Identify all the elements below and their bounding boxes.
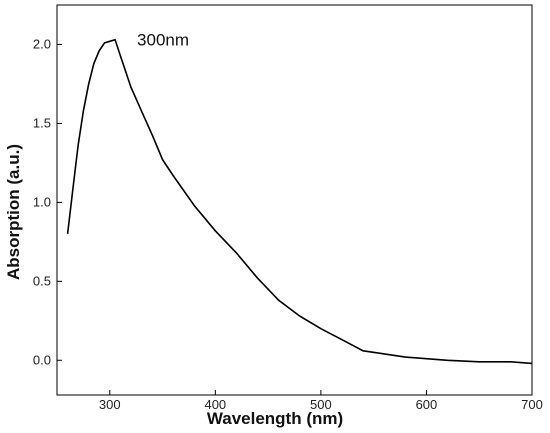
y-axis-ticks: 0.0 0.5 1.0 1.5 2.0 xyxy=(33,36,62,367)
x-tick-label: 700 xyxy=(521,397,543,412)
x-axis-title: Wavelength (nm) xyxy=(207,409,343,428)
plot-frame xyxy=(56,4,533,396)
x-tick-label: 400 xyxy=(204,397,226,412)
x-tick-label: 300 xyxy=(99,397,121,412)
x-tick-label: 500 xyxy=(310,397,332,412)
y-tick-label: 1.5 xyxy=(33,115,51,130)
absorption-series-line xyxy=(66,38,533,365)
y-tick-label: 0.5 xyxy=(33,273,51,288)
x-axis-ticks: 300 400 500 600 700 xyxy=(99,390,543,412)
y-tick-label: 2.0 xyxy=(33,36,51,51)
y-axis-title: Absorption (a.u.) xyxy=(4,144,23,280)
y-tick-label: 1.0 xyxy=(33,194,51,209)
peak-annotation: 300nm xyxy=(137,30,189,49)
y-tick-label: 0.0 xyxy=(33,352,51,367)
x-tick-label: 600 xyxy=(416,397,438,412)
